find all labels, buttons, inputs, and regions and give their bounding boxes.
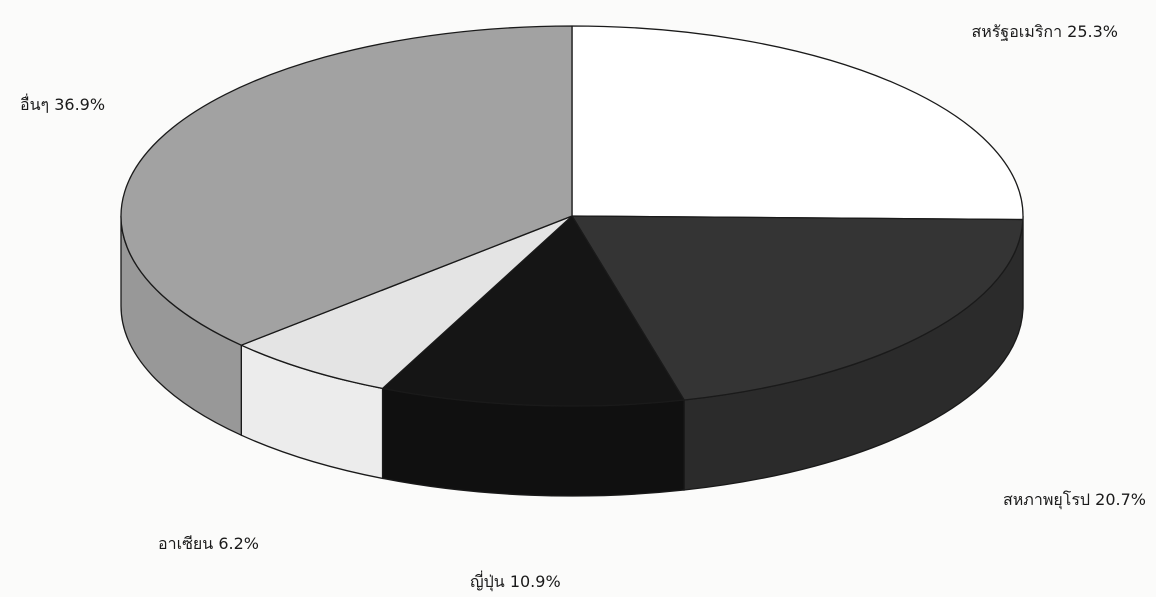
pie-slice-3 (240, 215, 573, 390)
slice-label-2: ญี่ปุ่น 10.9% (470, 570, 561, 592)
pie-top-faces (120, 25, 1024, 407)
slice-label-1: สหภาพยุโรป 20.7% (1003, 490, 1146, 510)
pie-slice-0 (571, 25, 1024, 221)
pie-slice-4 (120, 25, 573, 346)
pie-sides (120, 215, 1024, 497)
slice-label-0: สหรัฐอเมริกา 25.3% (971, 22, 1118, 41)
pie-slice-2 (381, 215, 685, 407)
slice-label-3: อาเซียน 6.2% (158, 534, 259, 553)
slice-label-4: อื่นๆ 36.9% (20, 93, 105, 114)
pie-slice-1 (571, 215, 1024, 401)
slice-labels: สหรัฐอเมริกา 25.3% สหภาพยุโรป 20.7% ญี่ปุ่… (20, 22, 1146, 592)
